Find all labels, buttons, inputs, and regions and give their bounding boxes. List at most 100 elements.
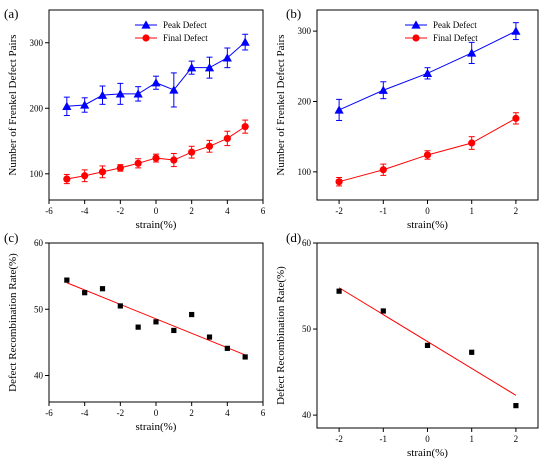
x-tick-label: 4 (225, 206, 230, 216)
legend-marker (412, 34, 420, 42)
panel-c: (c) -6 -4 -2 0 2 4 6 40 50 60 strain(%) Defect Recom… (4, 230, 266, 433)
y-tick-label: 100 (298, 167, 312, 177)
y-tick-label: 40 (34, 371, 44, 381)
final-defect-point (241, 123, 249, 131)
peak-defect-point (467, 48, 477, 57)
final-defect-point (81, 172, 89, 180)
x-axis-label: strain(%) (136, 219, 177, 231)
x-tick-label: 0 (154, 408, 159, 418)
series-point (64, 277, 70, 283)
final-defect-point (188, 148, 196, 156)
peak-defect-point (378, 85, 388, 94)
y-tick-label: 300 (30, 38, 44, 48)
final-defect-point (223, 134, 231, 143)
legend-label: Peak Defect (163, 20, 207, 30)
x-tick-label: 2 (189, 408, 194, 418)
series-point (336, 288, 342, 294)
y-tick-label: 300 (298, 26, 312, 36)
fit-line (66, 282, 246, 356)
series-point (424, 342, 431, 348)
peak-defect-line (66, 41, 246, 107)
final-defect-line (338, 117, 517, 183)
y-tick-label: 60 (302, 238, 312, 248)
y-tick-label: 200 (30, 103, 44, 113)
x-tick-label: 4 (225, 408, 230, 418)
final-defect-point (423, 151, 432, 159)
legend-label: Final Defect (433, 33, 478, 43)
series-point (82, 290, 88, 296)
x-tick-label: 1 (469, 206, 474, 216)
panel-d: (d) -2 -1 0 1 2 40 50 60 strain(%) Defect Recombin… (275, 230, 539, 459)
peak-defect-point (97, 90, 108, 99)
y-tick-label: 100 (30, 169, 44, 179)
y-axis-label: Number of Frenkel Defect Pairs (7, 34, 19, 175)
series-point (206, 334, 213, 340)
x-tick-label: 0 (425, 206, 430, 216)
x-tick-label: 6 (261, 206, 266, 216)
peak-defect-point (222, 53, 232, 62)
x-tick-label: -6 (45, 408, 53, 418)
peak-defect-point (334, 105, 344, 114)
peak-defect-point (240, 37, 250, 46)
legend-marker (411, 20, 421, 29)
series-point (99, 286, 106, 292)
peak-defect-point (62, 101, 72, 110)
final-defect-point (152, 154, 160, 162)
x-tick-label: -4 (81, 408, 89, 418)
y-tick-label: 60 (34, 238, 44, 248)
final-defect-line (66, 126, 246, 180)
x-tick-label: -2 (335, 434, 343, 444)
final-defect-point (170, 156, 178, 164)
x-tick-label: -4 (81, 206, 89, 216)
x-tick-label: 0 (425, 434, 430, 444)
final-defect-point (512, 114, 520, 122)
x-tick-label: 2 (514, 206, 519, 216)
series-point (224, 345, 230, 351)
peak-defect-point (80, 100, 90, 109)
x-tick-label: -2 (117, 408, 125, 418)
peak-defect-point (169, 85, 179, 94)
series-point (189, 311, 195, 318)
final-defect-point (205, 142, 214, 150)
panel-a: (a) -6 -4 -2 0 2 4 6 100 200 300 strain(%) Number of… (4, 6, 266, 231)
x-tick-label: 2 (514, 434, 519, 444)
x-tick-label: -6 (45, 206, 53, 216)
peak-defect-point (115, 89, 125, 98)
panel-label: (b) (286, 6, 301, 21)
final-defect-point (379, 166, 387, 174)
y-tick-label: 200 (298, 96, 312, 106)
peak-defect-point (187, 63, 197, 72)
series-point (135, 324, 141, 330)
series-point (117, 303, 123, 309)
peak-defect-point (511, 26, 521, 35)
x-axis-label: strain(%) (407, 219, 448, 231)
final-defect-point (335, 178, 343, 186)
y-axis-label: Number of Frenkel Defect Pairs (275, 34, 287, 175)
panel-label: (c) (4, 230, 18, 245)
peak-defect-point (204, 63, 215, 72)
x-tick-label: 0 (154, 206, 159, 216)
x-tick-label: 1 (469, 434, 474, 444)
peak-defect-point (133, 89, 143, 98)
final-defect-point (468, 139, 476, 147)
legend-marker (141, 20, 151, 29)
x-tick-label: 6 (261, 408, 266, 418)
panel-label: (d) (286, 230, 301, 245)
final-defect-point (98, 168, 107, 176)
series-point (513, 403, 519, 409)
legend-label: Final Defect (163, 33, 208, 43)
x-axis-label: strain(%) (407, 447, 448, 459)
series-point (469, 349, 475, 355)
x-tick-label: 2 (189, 206, 194, 216)
series-point (153, 319, 159, 325)
panel-label: (a) (4, 6, 18, 21)
legend-marker (142, 34, 150, 42)
plot-frame (316, 242, 539, 429)
series-point (242, 354, 248, 360)
series-point (380, 308, 386, 314)
final-defect-point (63, 175, 71, 183)
y-tick-label: 50 (302, 324, 312, 334)
final-defect-point (116, 164, 124, 172)
x-tick-label: -1 (380, 434, 388, 444)
